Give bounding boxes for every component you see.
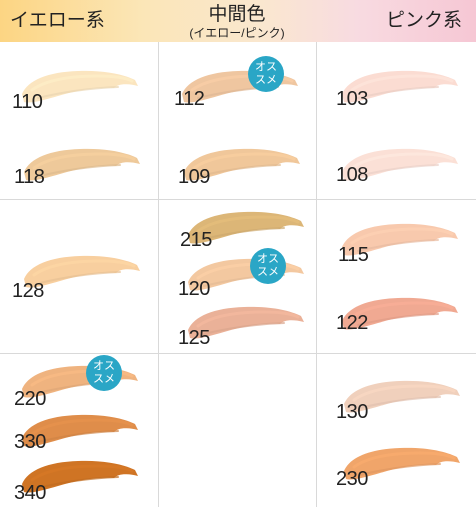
recommended-badge-120: オス スメ: [250, 248, 286, 284]
swatch-330: [18, 404, 140, 452]
shade-label-340: 340: [14, 482, 46, 504]
shade-label-330: 330: [14, 431, 46, 453]
header-bar: イエロー系 中間色 (イエロー/ピンク) ピンク系: [0, 0, 476, 42]
grid-line-v1: [158, 42, 159, 507]
shade-label-122: 122: [336, 312, 368, 334]
shade-label-110: 110: [12, 91, 43, 113]
swatch-stroke-110: [22, 70, 138, 103]
swatch-stroke-340: [22, 460, 138, 493]
header-mid-sublabel: (イエロー/ピンク): [189, 26, 285, 40]
swatch-230: [340, 437, 462, 485]
swatch-stroke-115: [342, 223, 458, 256]
swatch-340: [18, 450, 140, 498]
shade-label-215: 215: [180, 229, 212, 251]
recommended-badge-112: オス スメ: [248, 56, 284, 92]
swatch-stroke-215: [188, 211, 304, 244]
swatch-110: [18, 60, 140, 108]
swatch-stroke-118: [24, 148, 140, 181]
badge-line2: スメ: [257, 266, 279, 278]
header-pink-group: ピンク系: [316, 0, 476, 42]
shade-label-128: 128: [12, 280, 44, 302]
grid-line-v2: [316, 42, 317, 507]
header-pink-label: ピンク系: [385, 10, 462, 31]
swatch-stroke-109: [184, 148, 300, 181]
header-yellow-label: イエロー系: [10, 10, 105, 31]
badge-line1: オス: [257, 253, 279, 265]
shade-label-120: 120: [178, 278, 210, 300]
swatch-109: [180, 138, 302, 186]
shade-label-220: 220: [14, 388, 46, 410]
shade-label-109: 109: [178, 166, 210, 188]
header-yellow-group: イエロー系: [0, 0, 158, 42]
shade-label-108: 108: [336, 164, 368, 186]
swatch-103: [338, 60, 460, 108]
shade-label-125: 125: [178, 327, 210, 349]
shade-label-112: 112: [174, 88, 205, 110]
grid-line-h1: [0, 199, 476, 200]
swatch-125: [184, 296, 306, 344]
shade-label-230: 230: [336, 468, 368, 490]
badge-line2: スメ: [255, 74, 277, 86]
grid-line-h2: [0, 353, 476, 354]
shade-label-130: 130: [336, 401, 368, 423]
swatch-stroke-330: [22, 414, 138, 447]
shade-label-103: 103: [336, 88, 368, 110]
swatch-118: [20, 138, 142, 186]
swatch-stroke-103: [342, 70, 458, 103]
shade-label-115: 115: [338, 244, 369, 266]
swatch-stroke-130: [344, 380, 460, 413]
swatch-stroke-230: [344, 447, 460, 480]
recommended-badge-220: オス スメ: [86, 355, 122, 391]
badge-line2: スメ: [93, 373, 115, 385]
badge-line1: オス: [93, 360, 115, 372]
swatch-stroke-125: [188, 306, 304, 339]
swatch-130: [340, 370, 462, 418]
header-mid-group: 中間色 (イエロー/ピンク): [158, 0, 316, 42]
swatch-215: [184, 201, 306, 249]
header-mid-label: 中間色: [208, 4, 266, 25]
swatch-stroke-122: [342, 297, 458, 330]
badge-line1: オス: [255, 61, 277, 73]
swatch-128: [20, 245, 142, 293]
swatch-108: [338, 138, 460, 186]
swatch-115: [338, 213, 460, 261]
shade-label-118: 118: [14, 166, 45, 188]
swatch-122: [338, 287, 460, 335]
swatch-stroke-128: [24, 255, 140, 288]
swatch-stroke-108: [342, 148, 458, 181]
